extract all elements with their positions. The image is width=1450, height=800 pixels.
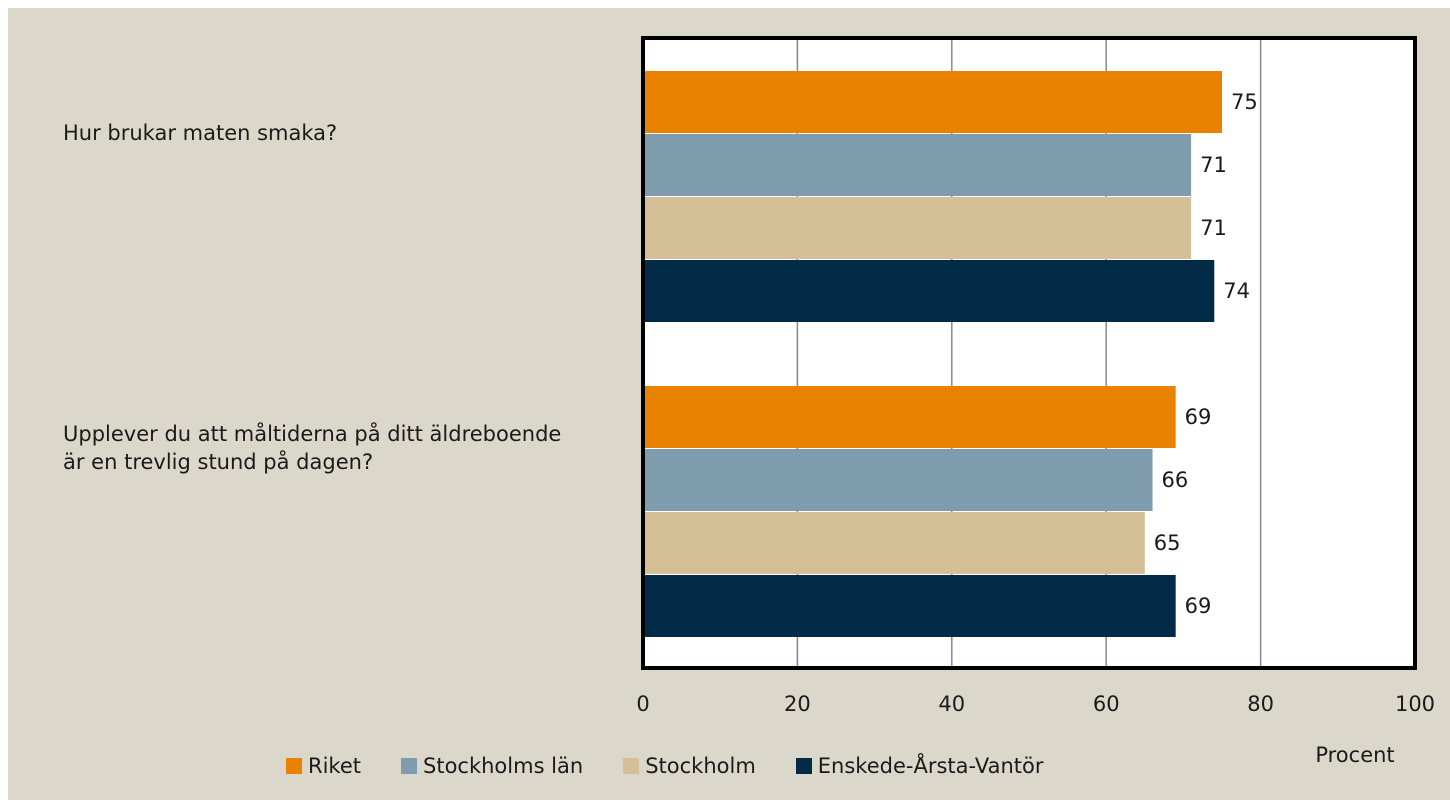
bar: [643, 260, 1215, 322]
legend-swatch: [401, 758, 417, 774]
value-label: 71: [1200, 153, 1227, 177]
value-label: 69: [1185, 594, 1212, 618]
legend-label: Riket: [308, 754, 361, 778]
x-tick-label: 60: [1093, 692, 1120, 716]
legend-swatch: [286, 758, 302, 774]
value-label: 66: [1162, 468, 1189, 492]
legend-item: Stockholms län: [401, 754, 583, 778]
value-label: 69: [1185, 405, 1212, 429]
legend-swatch: [623, 758, 640, 774]
x-tick-label: 80: [1247, 692, 1274, 716]
legend-item: Stockholm: [623, 754, 756, 778]
x-tick-label: 0: [636, 692, 649, 716]
legend: Riket Stockholms län Stockholm Enskede-Årst…: [286, 754, 1043, 778]
legend-item: Enskede-Årsta-Vantör: [795, 754, 1044, 778]
bar: [643, 197, 1192, 259]
legend-label: Stockholms län: [423, 754, 584, 778]
bar: [643, 512, 1145, 574]
bar: [643, 575, 1176, 637]
category-label: Hur brukar maten smaka?: [63, 120, 338, 145]
legend-label: Enskede-Årsta-Vantör: [817, 754, 1044, 778]
x-axis-label: Procent: [1315, 743, 1394, 767]
legend-label: Stockholm: [645, 754, 756, 778]
bar: [643, 449, 1153, 511]
bar: [643, 386, 1176, 448]
legend-item: Riket: [286, 754, 361, 778]
x-tick-label: 40: [938, 692, 965, 716]
x-tick-label: 100: [1395, 692, 1435, 716]
category-label: Upplever du att måltiderna på ditt äldre…: [63, 421, 562, 474]
legend-swatch: [795, 758, 812, 774]
value-label: 71: [1200, 216, 1227, 240]
x-tick-label: 20: [784, 692, 811, 716]
bar: [643, 71, 1222, 133]
value-label: 75: [1231, 90, 1258, 114]
plot-border: [641, 36, 1417, 670]
value-label: 65: [1154, 531, 1181, 555]
bar: [643, 134, 1192, 196]
value-label: 74: [1223, 279, 1250, 303]
